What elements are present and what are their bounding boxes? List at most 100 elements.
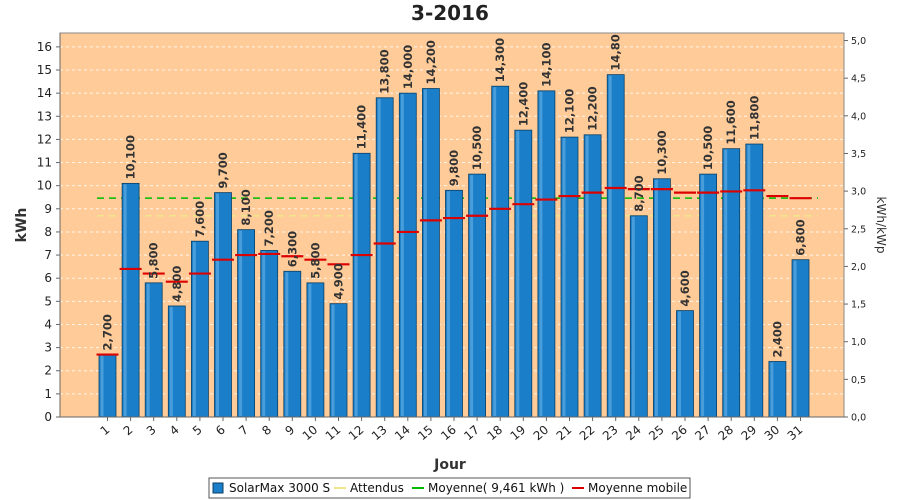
y-tick-label: 11	[37, 156, 52, 170]
bar-value-label: 5,800	[308, 242, 322, 278]
y-tick-label: 1	[44, 387, 52, 401]
x-tick-label: 17	[461, 423, 482, 444]
y-right-tick-label: 3,0	[851, 187, 866, 198]
y-right-tick-label: 2,0	[851, 262, 866, 273]
y-tick-label: 12	[37, 132, 52, 146]
bar-value-label: 4,900	[332, 263, 346, 299]
x-tick-label: 7	[236, 423, 251, 439]
y-axis-right-title: kWh/kWp	[874, 197, 888, 254]
bar-value-label: 7,600	[193, 201, 207, 237]
bar-value-label: 11,800	[747, 96, 761, 140]
bar-highlight	[100, 355, 104, 416]
bar-value-label: 14,80	[609, 34, 623, 70]
y-tick-label: 7	[44, 248, 52, 262]
legend-label-2: Moyenne( 9,461 kWh )	[428, 481, 564, 495]
bar-value-label: 12,400	[516, 82, 530, 126]
bar-highlight	[169, 306, 173, 416]
bar-value-label: 2,700	[101, 314, 115, 350]
bar-highlight	[216, 193, 219, 416]
bar-value-label: 4,600	[678, 270, 692, 306]
bar-value-label: 10,500	[470, 126, 484, 170]
y-axis-right: 0,0 0,5 1,0 1,5 2,0 2,5 3,0 3,5 4,0 4,5 5,0	[844, 36, 866, 424]
y-right-tick-label: 0,0	[851, 413, 866, 424]
bar-highlight	[331, 304, 335, 416]
y-tick-label: 15	[37, 63, 52, 77]
y-right-tick-label: 4,5	[851, 74, 866, 85]
y-tick-label: 6	[44, 271, 52, 285]
bar-highlight	[123, 184, 127, 416]
x-tick-label: 1	[98, 423, 113, 439]
y-tick-label: 13	[37, 109, 52, 123]
x-axis-title: Jour	[433, 457, 466, 473]
x-tick-label: 29	[739, 423, 760, 444]
x-tick-label: 9	[282, 423, 297, 439]
x-tick-label: 25	[646, 423, 667, 444]
bar-highlight	[377, 98, 381, 416]
legend-label-1: Attendus	[350, 481, 404, 495]
x-tick-label: 22	[577, 423, 598, 444]
bar-value-label: 13,800	[378, 49, 392, 93]
bar-highlight	[354, 154, 358, 416]
bar-highlight	[585, 135, 589, 416]
x-tick-label: 5	[190, 423, 205, 439]
x-tick-label: 4	[167, 423, 182, 439]
x-tick-label: 31	[785, 423, 806, 444]
x-tick-label: 14	[392, 423, 413, 444]
x-tick-label: 13	[369, 423, 390, 444]
legend-box	[208, 477, 691, 499]
y-right-tick-label: 3,5	[851, 149, 866, 160]
bar-highlight	[516, 131, 520, 417]
bar-value-label: 2,400	[770, 321, 784, 357]
x-tick-label: 10	[300, 423, 321, 444]
bar-highlight	[146, 283, 150, 416]
legend-label-0: SolarMax 3000 S	[229, 481, 330, 495]
x-tick-label: 12	[346, 423, 367, 444]
bar-highlight	[608, 75, 612, 417]
bar-highlight	[493, 87, 497, 416]
x-tick-label: 21	[554, 423, 575, 444]
bar-value-label: 5,800	[147, 242, 161, 278]
x-tick-label: 19	[508, 423, 529, 444]
y-right-tick-label: 2,5	[851, 224, 866, 235]
bar-value-label: 12,100	[563, 89, 577, 133]
y-tick-label: 16	[37, 40, 52, 54]
bar-highlight	[539, 91, 543, 416]
x-tick-label: 27	[692, 423, 713, 444]
bar-value-label: 10,500	[701, 126, 715, 170]
bar-value-label: 14,000	[401, 45, 415, 89]
bar-value-label: 4,800	[170, 266, 184, 302]
y-right-tick-label: 4,0	[851, 111, 866, 122]
bar-value-label: 11,400	[355, 105, 369, 149]
x-tick-label: 28	[715, 423, 736, 444]
bar-highlight	[423, 89, 427, 417]
bar-highlight	[562, 138, 566, 417]
y-axis-title: kWh	[14, 208, 30, 243]
legend-swatch-0	[212, 482, 224, 494]
moving-average-series	[96, 186, 812, 356]
bar-value-label: 8,700	[632, 175, 646, 211]
bar-highlight	[447, 191, 450, 416]
bar-value-label: 14,100	[539, 42, 553, 86]
bar-value-label: 9,700	[216, 152, 230, 188]
bar-value-label: 14,300	[493, 38, 507, 82]
x-tick-label: 30	[762, 423, 783, 444]
y-right-tick-label: 5,0	[851, 36, 866, 47]
value-labels: 2,700 10,100 5,800 4,800 7,600 9,700 8,100 7,20…	[101, 34, 808, 357]
bar-value-label: 10,100	[124, 135, 138, 179]
bar-highlight	[654, 179, 658, 416]
y-right-tick-label: 1,5	[851, 300, 866, 311]
y-tick-label: 14	[37, 86, 52, 100]
bar-highlight	[770, 362, 774, 416]
y-tick-label: 2	[44, 364, 52, 378]
x-axis: 1 2 3 4 5 6 7 8 9 10 11 12 13 14 15 16 17 18 19 20 21 22 23 24 2…	[60, 416, 844, 444]
bar-value-label: 7,200	[262, 210, 276, 246]
x-tick-label: 2	[121, 423, 136, 439]
x-tick-label: 18	[484, 423, 505, 444]
legend: SolarMax 3000 S Attendus Moyenne( 9,461 kW…	[208, 477, 691, 499]
y-tick-label: 8	[44, 225, 52, 239]
bar-highlight	[285, 272, 289, 416]
chart-title: 3-2016	[411, 1, 489, 25]
bar-highlight	[400, 94, 404, 416]
